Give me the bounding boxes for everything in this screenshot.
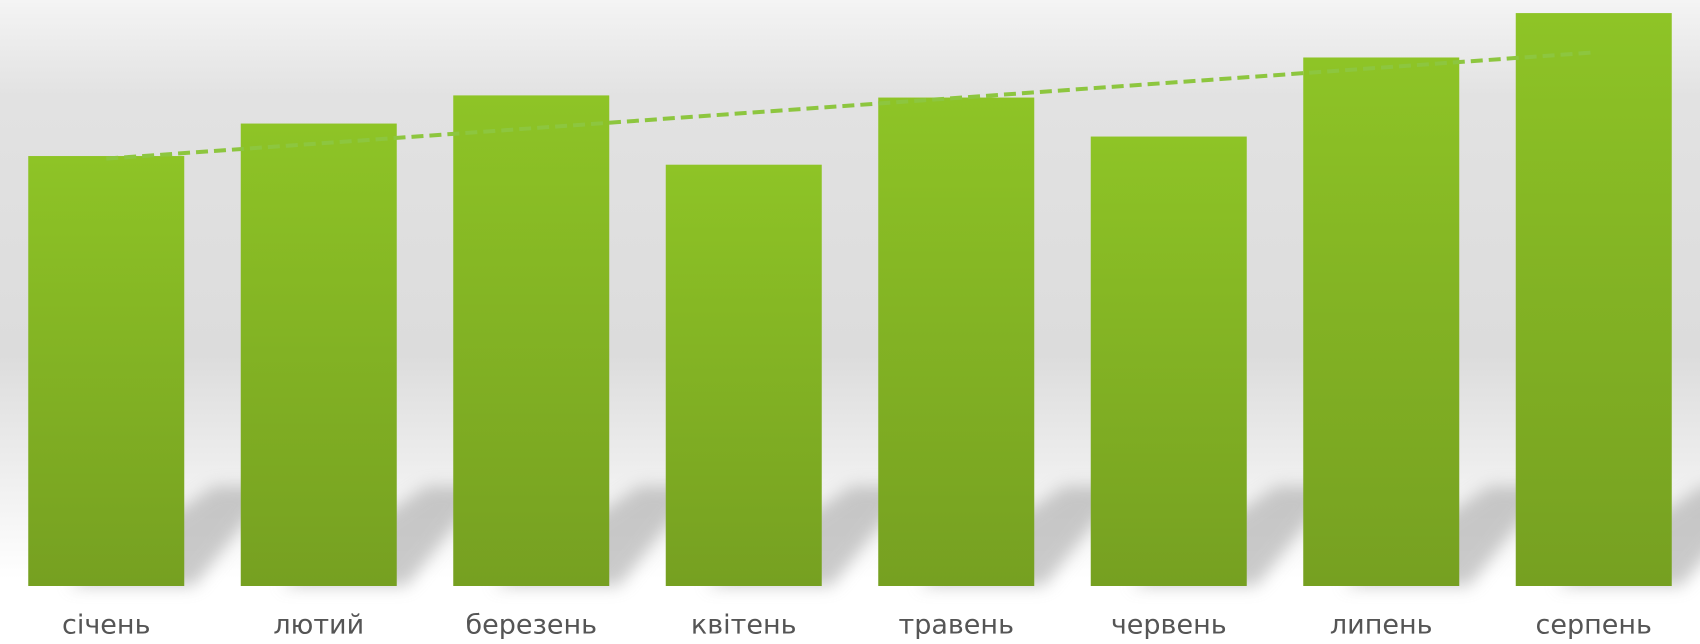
x-tick-label: березень bbox=[465, 610, 597, 641]
x-tick-label: травень bbox=[898, 610, 1014, 641]
bar bbox=[453, 95, 610, 586]
x-tick-label: червень bbox=[1111, 610, 1227, 641]
bar bbox=[28, 156, 185, 586]
x-tick-label: лютий bbox=[273, 610, 364, 641]
x-tick-label: липень bbox=[1330, 610, 1433, 641]
bar bbox=[1515, 13, 1672, 587]
bar bbox=[665, 164, 822, 586]
x-tick-label: квітень bbox=[691, 610, 797, 641]
trendline bbox=[106, 50, 1594, 161]
x-tick-label: серпень bbox=[1536, 610, 1652, 641]
bar bbox=[1090, 136, 1247, 586]
bar bbox=[1303, 57, 1460, 586]
bar bbox=[240, 123, 397, 587]
x-tick-label: січень bbox=[62, 610, 150, 641]
bar bbox=[878, 97, 1035, 587]
